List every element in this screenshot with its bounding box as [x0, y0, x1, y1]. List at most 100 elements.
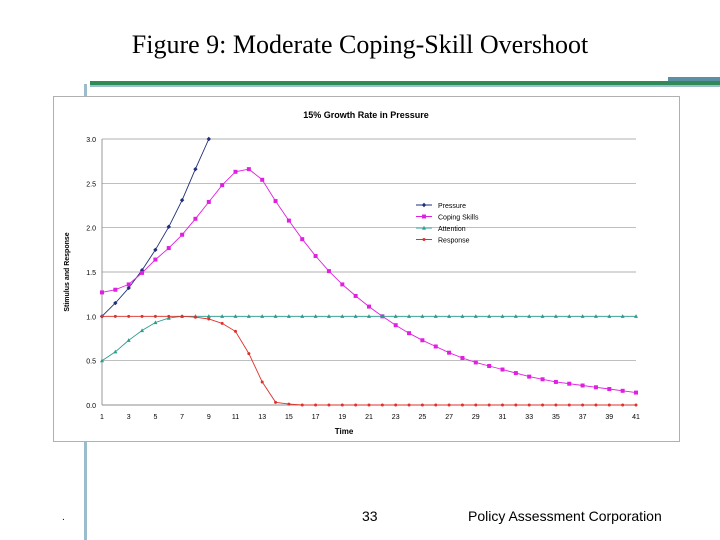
data-point-attention	[113, 349, 118, 354]
data-point-coping	[153, 257, 158, 262]
x-tick-label: 9	[207, 414, 211, 421]
data-point-coping	[620, 388, 625, 393]
legend-label: Coping Skills	[438, 215, 479, 222]
data-point-attention	[340, 314, 345, 318]
footer-mark: .	[62, 512, 65, 523]
data-point-response	[327, 403, 331, 407]
series-response	[100, 314, 638, 407]
data-point-attention	[620, 314, 625, 318]
series-layer	[99, 136, 638, 407]
data-point-response	[554, 403, 558, 407]
data-point-response	[140, 314, 144, 318]
y-tick-label: 0.5	[86, 359, 96, 366]
data-point-response	[113, 314, 117, 318]
x-tick-label: 39	[605, 414, 613, 421]
data-point-attention	[634, 314, 638, 318]
data-point-coping	[607, 387, 612, 392]
data-point-response	[460, 403, 464, 407]
data-point-attention	[367, 314, 371, 318]
data-point-attention	[447, 314, 452, 318]
data-point-coping	[580, 383, 585, 388]
data-point-coping	[126, 282, 131, 287]
data-point-response	[501, 403, 504, 407]
data-point-attention	[126, 338, 131, 342]
legend: Pressure Coping Skills Attention Response	[416, 202, 479, 245]
legend-label: Response	[438, 238, 470, 245]
data-point-attention	[246, 314, 251, 318]
data-point-attention	[260, 314, 265, 318]
data-point-response	[274, 400, 278, 404]
x-tick-label: 41	[632, 414, 640, 421]
data-point-response	[420, 403, 424, 407]
data-point-attention	[326, 314, 331, 318]
data-point-attention	[473, 314, 478, 318]
data-point-response	[247, 352, 251, 356]
data-point-response	[354, 403, 358, 407]
data-point-coping	[487, 363, 492, 368]
data-point-coping	[567, 381, 572, 386]
data-point-response	[234, 329, 237, 333]
data-point-response	[127, 314, 131, 318]
data-point-response	[153, 314, 157, 318]
data-point-coping	[326, 269, 331, 274]
data-point-attention	[286, 314, 291, 318]
x-tick-label: 13	[258, 414, 266, 421]
series-coping	[100, 167, 638, 395]
data-point-response	[514, 403, 518, 407]
chart-title: 15% Growth Rate in Pressure	[303, 110, 429, 120]
chart-frame: 15% Growth Rate in Pressure Time Stimulu…	[53, 96, 680, 442]
y-axis-label: Stimulus and Response	[64, 232, 71, 311]
data-point-coping	[393, 323, 398, 328]
data-point-attention	[300, 314, 305, 318]
x-tick-label: 35	[552, 414, 560, 421]
data-point-coping	[113, 287, 118, 292]
page-number: 33	[362, 508, 378, 524]
header-rule-top	[668, 77, 720, 81]
data-point-response	[581, 403, 585, 407]
data-point-coping	[553, 379, 558, 384]
data-point-pressure	[126, 285, 131, 291]
data-point-attention	[607, 314, 612, 318]
axes: 0.00.51.01.52.02.53.01 3 5 7 9 11 13 15 17 19 21 23…	[86, 137, 640, 421]
y-tick-label: 1.5	[86, 270, 96, 277]
data-point-coping	[540, 377, 545, 382]
x-tick-label: 19	[338, 414, 346, 421]
legend-marker	[422, 214, 426, 219]
data-point-attention	[233, 314, 238, 318]
data-point-coping	[246, 167, 251, 172]
data-point-attention	[206, 314, 211, 318]
data-point-response	[193, 315, 197, 319]
data-point-coping	[180, 232, 185, 237]
data-point-coping	[100, 290, 104, 295]
data-point-pressure	[179, 197, 185, 203]
data-point-attention	[420, 314, 425, 318]
data-point-coping	[473, 360, 478, 365]
x-tick-label: 33	[525, 414, 533, 421]
data-point-attention	[540, 314, 545, 318]
data-point-attention	[527, 314, 532, 318]
x-axis-label: Time	[335, 427, 354, 436]
data-point-response	[100, 314, 104, 318]
data-point-response	[447, 403, 451, 407]
y-tick-label: 1.0	[86, 314, 96, 321]
x-tick-label: 29	[472, 414, 480, 421]
x-tick-label: 7	[180, 414, 184, 421]
data-point-pressure	[206, 136, 211, 142]
x-tick-label: 27	[445, 414, 453, 421]
data-point-attention	[567, 314, 572, 318]
header-rule-bottom	[90, 85, 720, 87]
data-point-coping	[140, 270, 145, 275]
legend-marker	[421, 202, 427, 208]
legend-marker	[422, 225, 426, 230]
data-point-attention	[487, 314, 492, 318]
data-point-response	[367, 403, 371, 407]
data-point-coping	[367, 304, 371, 309]
data-point-attention	[593, 314, 598, 318]
data-point-pressure	[153, 247, 158, 253]
x-tick-label: 21	[365, 414, 373, 421]
data-point-attention	[460, 314, 465, 318]
legend-label: Attention	[438, 226, 466, 233]
data-point-coping	[407, 331, 412, 336]
organization-name: Policy Assessment Corporation	[468, 508, 662, 524]
data-point-coping	[300, 237, 305, 242]
